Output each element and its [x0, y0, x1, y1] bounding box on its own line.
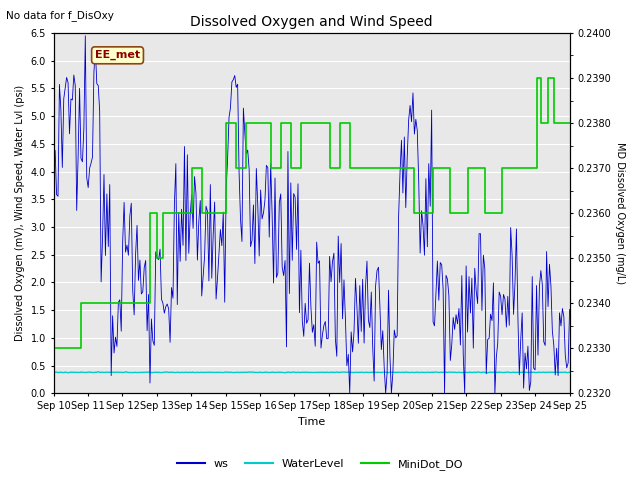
Y-axis label: Dissolved Oxygen (mV), Wind Speed, Water Lvl (psi): Dissolved Oxygen (mV), Wind Speed, Water… [15, 85, 25, 341]
X-axis label: Time: Time [298, 417, 325, 427]
Text: EE_met: EE_met [95, 50, 140, 60]
Title: Dissolved Oxygen and Wind Speed: Dissolved Oxygen and Wind Speed [190, 15, 433, 29]
Legend: ws, WaterLevel, MiniDot_DO: ws, WaterLevel, MiniDot_DO [172, 455, 468, 474]
Y-axis label: MD Dissolved Oxygen (mg/L): MD Dissolved Oxygen (mg/L) [615, 142, 625, 284]
Text: No data for f_DisOxy: No data for f_DisOxy [6, 10, 115, 21]
